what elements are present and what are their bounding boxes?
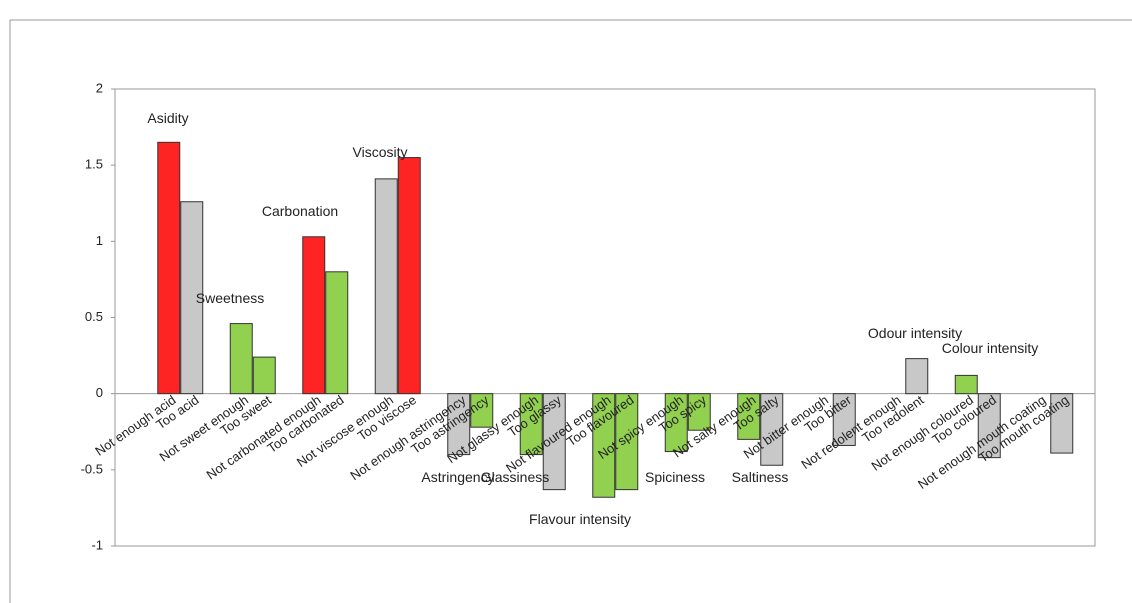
annotation: Saltiness [732,469,789,485]
bar [664,393,688,453]
bar [832,393,856,446]
bar [252,356,276,395]
annotation: Colour intensity [942,340,1039,356]
y-tick-label: 2 [96,80,103,95]
bar [397,157,421,395]
y-tick-label: 1 [96,233,103,248]
bar [447,393,471,456]
annotation: Astringency [421,469,494,485]
bar [905,358,929,395]
bar [737,393,761,440]
bar [542,393,566,491]
bar [615,393,639,491]
bar [180,201,204,395]
bar [374,178,398,395]
annotation: Sweetness [196,290,264,306]
annotation: Viscosity [353,144,408,160]
bar [229,323,253,395]
bar [592,393,616,498]
bar [302,236,326,395]
annotation: Flavour intensity [529,511,631,527]
bar [157,141,181,395]
y-tick-label: 0 [96,385,103,400]
bar [687,393,711,431]
annotation: Asidity [147,110,188,126]
y-tick-label: 0.5 [85,309,103,324]
bar [954,374,978,395]
annotation: Glassiness [481,469,549,485]
bar [519,393,543,456]
y-tick-label: -0.5 [81,461,103,476]
annotation: Odour intensity [868,325,962,341]
y-tick-label: 1.5 [85,157,103,172]
annotation: Carbonation [262,203,338,219]
annotation: Spiciness [645,469,705,485]
bar [760,393,784,466]
bar [325,271,349,395]
bar [470,393,494,428]
y-tick-label: -1 [91,537,103,552]
bar [977,393,1001,459]
bar [1050,393,1074,454]
